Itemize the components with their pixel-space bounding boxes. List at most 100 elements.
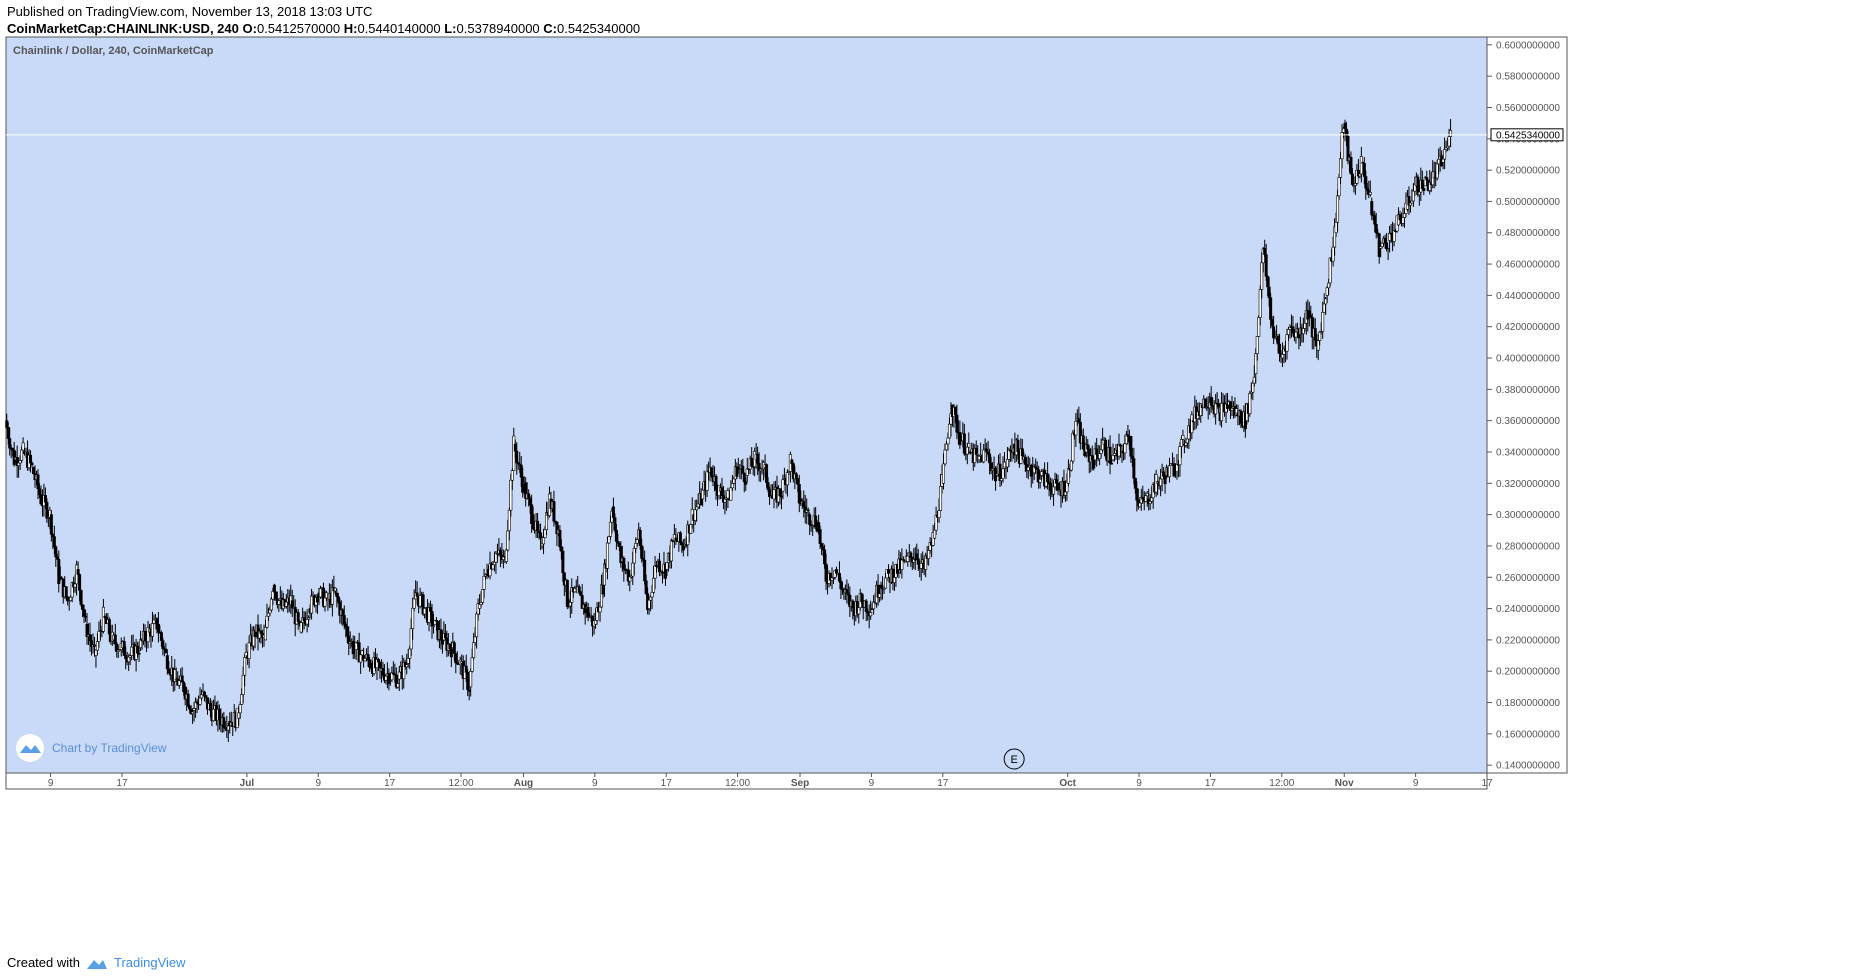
candle-body [1334,221,1338,234]
candle-body [366,654,370,661]
candle-body [1377,233,1381,257]
candle-body [1046,473,1050,483]
candle-body [1104,439,1108,457]
tradingview-link[interactable]: TradingView [113,955,186,970]
candle-body [1373,215,1377,225]
candle-body [247,642,251,659]
candle-body [927,550,931,559]
candle-body [647,599,651,609]
candle-body [1437,158,1441,165]
candle-body [1065,482,1069,493]
candle-body [507,509,511,532]
close-value: 0.5425340000 [557,21,641,36]
y-tick-label: 0.3000000000 [1496,510,1560,521]
y-tick-label: 0.4800000000 [1496,228,1560,239]
candle-body [790,459,794,464]
candle-body [974,448,978,455]
candle-body [1336,195,1340,223]
candle-body [152,619,156,624]
x-tick-label: Oct [1059,778,1076,789]
candle-body [478,604,482,609]
candle-body [515,450,519,464]
candle-body [539,532,543,539]
candle-body [1447,136,1451,147]
candle-body [601,584,605,595]
candle-body [376,659,380,663]
candle-body [1291,326,1295,333]
candle-body [1266,276,1270,288]
candle-body [933,529,937,539]
candle-body [864,600,868,612]
candle-body [613,517,617,531]
candle-body [494,553,498,563]
candle-body [779,495,783,498]
candle-body [69,596,73,601]
candle-body [204,695,208,699]
candle-body [113,634,117,645]
candle-body [1411,190,1415,202]
candle-body [222,717,226,728]
candle-body [1309,314,1313,318]
candle-body [820,543,824,547]
candle-body [439,629,443,641]
candle-body [316,597,320,603]
candle-body [695,506,699,511]
candle-body [962,433,966,454]
y-tick-label: 0.2400000000 [1496,604,1560,615]
earnings-event-marker[interactable]: E [1003,748,1025,770]
candle-body [266,612,270,617]
candle-body [696,503,700,508]
candle-body [454,653,458,664]
candle-body [1316,340,1320,351]
candle-body [778,488,782,497]
candle-body [167,668,171,674]
candle-body [269,598,273,611]
candle-body [953,406,957,416]
candle-body [919,562,923,569]
candle-body [1410,200,1414,204]
candle-body [1203,398,1207,408]
candle-body [1340,132,1344,160]
price-chart[interactable]: 0.1400000000 0.1600000000 0.1800000000 0.20… [0,0,1868,950]
candle-body [726,490,730,499]
candle-body [1092,460,1096,469]
candle-body [81,604,85,610]
candle-body [1086,444,1090,450]
candle-body [107,619,111,635]
candle-body [92,644,96,647]
candle-body [1098,453,1102,459]
candle-body [913,558,917,561]
candle-body [17,462,21,466]
candle-body [652,577,656,593]
candle-body [1272,326,1276,339]
x-tick-label: 9 [1413,778,1419,789]
low-label: L: [444,21,457,36]
candle-body [143,630,147,641]
y-tick-label: 0.2800000000 [1496,541,1560,552]
candle-body [268,609,272,614]
candle-body [884,577,888,589]
candle-body [324,592,328,599]
x-tick-label: 17 [1481,778,1493,789]
y-tick-label: 0.1800000000 [1496,698,1560,709]
y-tick-label: 0.1400000000 [1496,761,1560,772]
candle-body [186,693,190,707]
candle-body [475,613,479,638]
candle-body [1099,449,1103,454]
candle-body [406,658,410,664]
candle-body [318,588,322,598]
candle-body [594,620,598,625]
candle-body [785,472,789,486]
candle-body [1303,322,1307,329]
candle-body [1294,331,1298,338]
candle-body [1217,403,1221,408]
candle-body [1324,298,1328,305]
candle-body [1364,176,1368,189]
candle-body [869,612,873,617]
candle-body [333,587,337,592]
candle-body [1111,455,1115,461]
candle-body [415,592,419,597]
candle-body [915,553,919,559]
candle-body [290,600,294,609]
plot-background [5,36,1488,774]
